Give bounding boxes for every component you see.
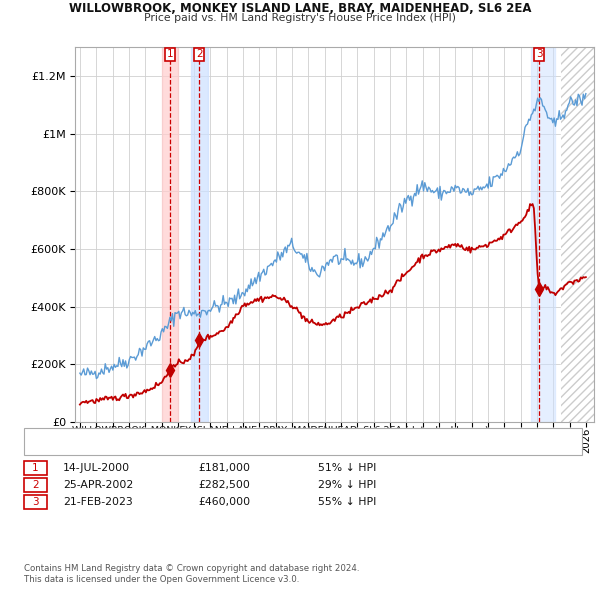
Bar (531, 47, 556, 422)
Text: £181,000: £181,000 (198, 463, 250, 473)
Text: 55% ↓ HPI: 55% ↓ HPI (318, 497, 376, 507)
Text: £460,000: £460,000 (198, 497, 250, 507)
Text: 1: 1 (167, 49, 173, 59)
Text: Price paid vs. HM Land Registry's House Price Index (HPI): Price paid vs. HM Land Registry's House … (144, 13, 456, 23)
Text: 1: 1 (32, 463, 39, 473)
Text: 29% ↓ HPI: 29% ↓ HPI (318, 480, 376, 490)
Text: 14-JUL-2000: 14-JUL-2000 (63, 463, 130, 473)
Text: Contains HM Land Registry data © Crown copyright and database right 2024.: Contains HM Land Registry data © Crown c… (24, 565, 359, 573)
Text: 2: 2 (196, 49, 203, 59)
Text: 2: 2 (32, 480, 39, 490)
Text: £282,500: £282,500 (198, 480, 250, 490)
Text: 3: 3 (32, 497, 39, 507)
Bar (191, 47, 208, 422)
Text: 51% ↓ HPI: 51% ↓ HPI (318, 463, 376, 473)
Text: 25-APR-2002: 25-APR-2002 (63, 480, 133, 490)
Text: This data is licensed under the Open Government Licence v3.0.: This data is licensed under the Open Gov… (24, 575, 299, 584)
Text: WILLOWBROOK, MONKEY ISLAND LANE, BRAY, MAIDENHEAD, SL6 2EA (detached house): WILLOWBROOK, MONKEY ISLAND LANE, BRAY, M… (72, 426, 488, 435)
Bar (562, 47, 594, 422)
Bar (162, 47, 178, 422)
Bar (562, 47, 594, 422)
Text: 3: 3 (536, 49, 542, 59)
Text: HPI: Average price, detached house, Windsor and Maidenhead: HPI: Average price, detached house, Wind… (72, 439, 368, 448)
Text: WILLOWBROOK, MONKEY ISLAND LANE, BRAY, MAIDENHEAD, SL6 2EA: WILLOWBROOK, MONKEY ISLAND LANE, BRAY, M… (69, 2, 531, 15)
Text: 21-FEB-2023: 21-FEB-2023 (63, 497, 133, 507)
